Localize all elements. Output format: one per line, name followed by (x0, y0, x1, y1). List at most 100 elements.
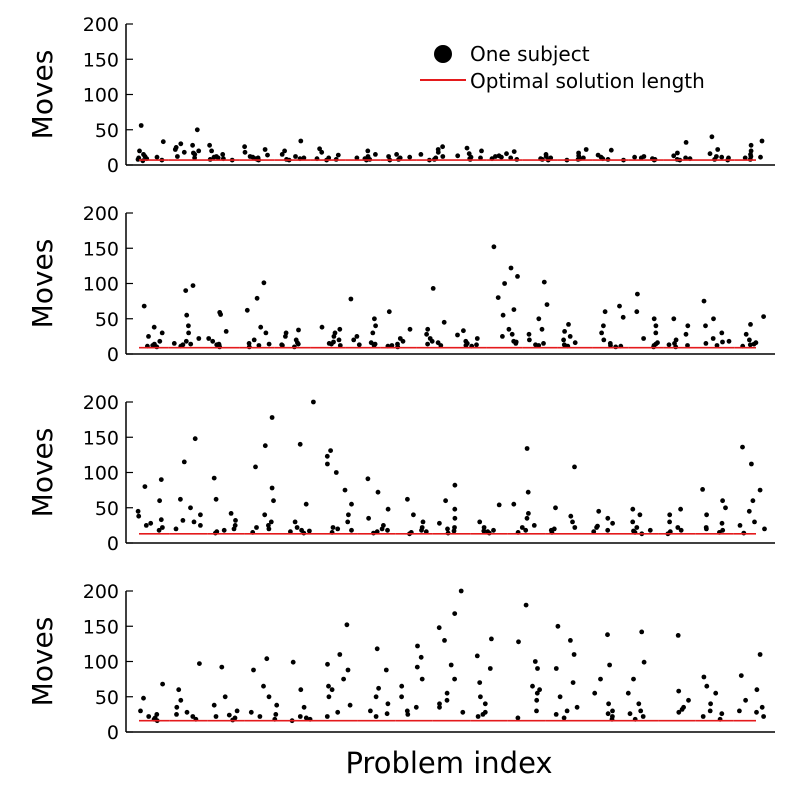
y-axis-label: Moves (26, 617, 59, 707)
subject-point (242, 144, 248, 150)
subject-point (536, 316, 542, 322)
panel-1: 0 50 100 150 200 Moves (26, 14, 775, 177)
subject-point (485, 529, 491, 535)
subject-point (506, 326, 512, 332)
subject-point (561, 337, 566, 343)
subject-point (686, 697, 691, 703)
subject-point (183, 338, 189, 344)
subject-point (181, 149, 187, 155)
subject-point (749, 461, 754, 467)
y-axis-label: Moves (26, 50, 59, 140)
subject-point (719, 711, 725, 717)
subject-point (561, 715, 567, 721)
subject-point (723, 505, 728, 511)
subject-point (605, 711, 611, 717)
subject-point (748, 148, 754, 154)
subject-point (397, 155, 403, 161)
subject-point (183, 288, 189, 293)
subject-point (602, 309, 608, 315)
subject-point (419, 676, 425, 682)
subject-point (458, 588, 464, 594)
subject-point (639, 629, 645, 635)
subject-point (303, 715, 309, 721)
subject-point (430, 286, 436, 291)
subject-point (420, 519, 426, 525)
subject-point (404, 708, 410, 714)
subject-point (174, 704, 180, 710)
subject-point (311, 399, 316, 405)
y-tick-label: 200 (83, 203, 119, 225)
y-tick-label: 150 (83, 238, 119, 260)
subject-point (325, 461, 330, 467)
subject-point (720, 527, 726, 533)
y-tick-label: 50 (95, 687, 119, 709)
subject-point (263, 330, 269, 336)
subject-point (455, 332, 460, 338)
subject-point (374, 529, 380, 535)
subject-point (337, 326, 343, 332)
subject-point (365, 476, 371, 482)
subject-point (761, 314, 766, 319)
subject-point (326, 683, 331, 689)
subject-point (606, 701, 611, 707)
subject-point (524, 515, 530, 521)
subject-point (160, 525, 165, 530)
subject-point (196, 336, 202, 341)
subject-point (455, 153, 461, 159)
legend: One subject Optimal solution length (420, 42, 705, 93)
subject-point (154, 154, 160, 160)
subject-point (553, 505, 558, 511)
subject-point (583, 147, 589, 152)
subject-point (178, 141, 184, 147)
subject-point (553, 666, 559, 671)
subject-point (607, 341, 613, 346)
y-tick-label: 200 (83, 14, 119, 36)
subject-point (365, 154, 371, 159)
subject-point (399, 683, 405, 689)
subject-point (247, 154, 253, 159)
subject-point (345, 667, 351, 673)
subject-point (720, 498, 725, 504)
subject-point (451, 528, 457, 534)
subject-point (143, 523, 149, 528)
panels: 0 50 100 150 200 Moves 0 50 100 150 200 Moves 0 50 100… (26, 14, 775, 744)
subject-point (209, 148, 215, 154)
subject-point (537, 687, 542, 693)
subject-point (678, 506, 683, 512)
subject-point (346, 512, 351, 518)
subject-point (481, 528, 487, 534)
subject-point (679, 707, 685, 712)
subject-point (742, 155, 748, 161)
subject-point (566, 322, 571, 327)
subject-point (279, 152, 285, 157)
subject-point (261, 683, 266, 689)
subject-point (475, 714, 481, 719)
subject-point (265, 152, 270, 158)
subject-point (292, 519, 298, 525)
subject-point (568, 638, 573, 643)
subject-point (386, 154, 391, 159)
subject-point (758, 154, 763, 160)
subject-point (424, 331, 429, 337)
subject-point (651, 316, 657, 322)
subject-point (330, 525, 336, 530)
subject-point (534, 697, 540, 703)
panel-2: 0 50 100 150 200 Moves (26, 203, 775, 366)
subject-point (523, 527, 529, 533)
subject-point (349, 527, 354, 533)
subject-point (210, 338, 216, 344)
subject-point (336, 337, 342, 343)
subject-point (667, 512, 673, 518)
subject-point (511, 149, 517, 155)
subject-point (186, 323, 191, 329)
subject-point (192, 155, 198, 161)
subject-point (489, 636, 494, 642)
subject-point (444, 690, 450, 696)
subject-point (266, 341, 272, 347)
subject-point (251, 667, 256, 673)
subject-point (564, 708, 570, 714)
subject-point (675, 150, 680, 156)
x-axis-label: Problem index (345, 746, 552, 780)
subject-point (211, 475, 217, 481)
subject-point (303, 501, 309, 507)
